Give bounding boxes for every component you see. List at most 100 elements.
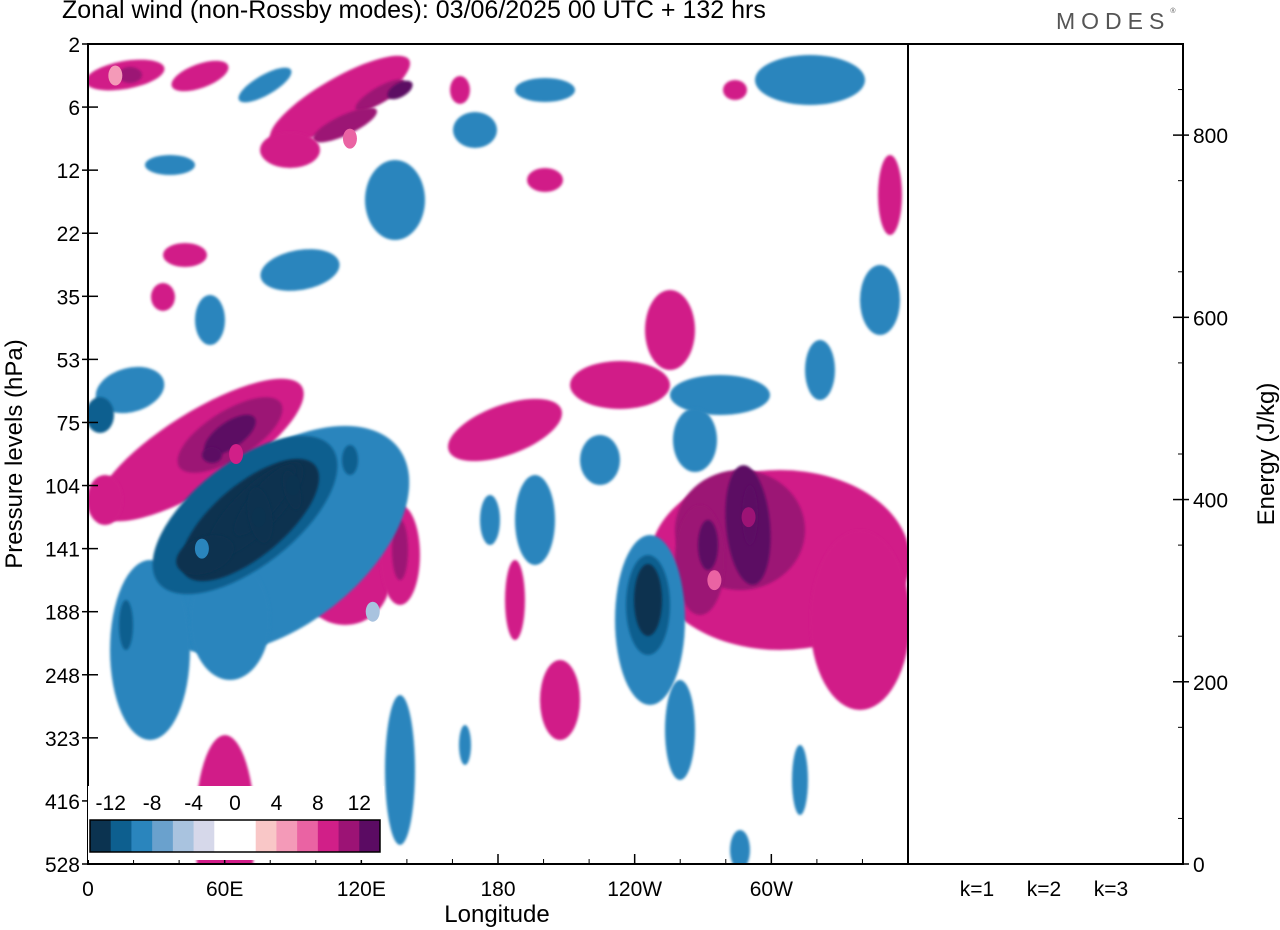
- colorbar-swatch: [317, 820, 340, 852]
- colorbar: -12 -8 -4 0 4 8 12: [88, 786, 384, 860]
- wind-anomaly-region: [95, 366, 165, 414]
- energy-tick-label: 0: [1193, 854, 1205, 877]
- x-axis-label: Longitude: [444, 901, 549, 928]
- colorbar-swatch: [359, 820, 381, 852]
- y-tick-label: 416: [45, 791, 80, 814]
- wind-anomaly-region: [365, 160, 425, 240]
- energy-bar: [1089, 863, 1133, 865]
- wind-anomaly-region: [570, 361, 670, 409]
- colorbar-swatch: [235, 820, 257, 852]
- wind-anomaly-region: [195, 295, 225, 345]
- x-tick-label: 180: [480, 878, 515, 901]
- energy-category-label: k=2: [1027, 878, 1061, 901]
- modes-logo: MODES®: [1056, 8, 1176, 34]
- energy-category-label: k=3: [1094, 878, 1128, 901]
- wind-core-marker: [707, 570, 722, 591]
- y-tick-label: 188: [45, 602, 80, 625]
- wind-core-marker: [342, 128, 357, 149]
- colorbar-label: -12: [96, 792, 126, 815]
- wind-anomaly-region: [202, 447, 222, 463]
- colorbar-label: 12: [348, 792, 371, 815]
- longitude-axis: 0 60E 120E 180 120W 60W: [82, 854, 863, 901]
- pressure-axis: 2 6 12 22 35 53 75 104 141 188 248 323 416 528: [45, 34, 98, 877]
- colorbar-swatch: [152, 820, 174, 852]
- wind-core-marker: [365, 601, 380, 622]
- wind-core-marker: [251, 507, 266, 528]
- wind-anomaly-region: [459, 725, 471, 765]
- wind-anomaly-region: [515, 475, 555, 565]
- colorbar-swatch: [193, 820, 215, 852]
- wind-anomaly-region: [171, 60, 229, 92]
- wind-anomaly-region: [88, 397, 114, 433]
- colorbar-label: 0: [229, 792, 241, 815]
- y-tick-label: 141: [45, 539, 80, 562]
- colorbar-label: -8: [143, 792, 162, 815]
- x-tick-label: 120E: [337, 878, 386, 901]
- y-axis-label: Pressure levels (hPa): [1, 339, 28, 568]
- wind-anomaly-region: [527, 168, 563, 192]
- wind-anomaly-region: [645, 290, 695, 370]
- wind-anomaly-region: [805, 340, 835, 400]
- y-tick-label: 22: [57, 223, 80, 246]
- colorbar-swatch: [214, 820, 236, 852]
- colorbar-swatch: [297, 820, 319, 852]
- wind-anomaly-region: [119, 600, 133, 650]
- wind-anomaly-region: [238, 67, 292, 103]
- x-tick-label: 60E: [206, 878, 243, 901]
- wind-anomaly-region: [392, 520, 408, 580]
- wind-anomaly-region: [505, 560, 525, 640]
- y-tick-label: 528: [45, 854, 80, 877]
- wind-anomaly-region: [260, 132, 320, 168]
- wind-anomaly-region: [792, 745, 808, 815]
- y-tick-label: 75: [57, 412, 80, 435]
- energy-panel-frame: [907, 43, 1184, 865]
- y-tick-label: 12: [57, 160, 80, 183]
- colorbar-swatch: [255, 820, 277, 852]
- wind-core-marker: [741, 507, 756, 528]
- y-tick-label: 104: [45, 476, 80, 499]
- wind-anomaly-region: [312, 107, 378, 143]
- y-tick-label: 248: [45, 665, 80, 688]
- wind-anomaly-region: [447, 398, 563, 462]
- wind-anomaly-region: [755, 55, 865, 105]
- wind-anomaly-region: [878, 155, 902, 235]
- energy-bar: [1022, 863, 1066, 865]
- y-tick-label: 2: [68, 34, 80, 57]
- wind-anomaly-region: [515, 78, 575, 102]
- colorbar-swatch: [110, 820, 132, 852]
- wind-anomaly-region: [342, 445, 358, 475]
- x-tick-label: 0: [82, 878, 94, 901]
- energy-tick-label: 800: [1193, 125, 1228, 148]
- wind-core-marker: [229, 444, 244, 464]
- colorbar-label: 8: [312, 792, 324, 815]
- y-tick-label: 323: [45, 728, 80, 751]
- wind-anomaly-region: [269, 55, 411, 145]
- y-tick-label: 35: [57, 286, 80, 309]
- wind-core-marker: [108, 65, 123, 86]
- wind-anomaly-region: [387, 80, 413, 100]
- wind-anomaly-region: [580, 435, 620, 485]
- colorbar-label: -4: [184, 792, 203, 815]
- energy-category-label: k=1: [960, 878, 994, 901]
- wind-anomaly-region: [540, 660, 580, 740]
- colorbar-label: 4: [271, 792, 283, 815]
- wind-anomaly-region: [480, 495, 500, 545]
- y-tick-label: 53: [57, 349, 80, 372]
- energy-tick-label: 600: [1193, 307, 1228, 330]
- x-tick-label: 120W: [607, 878, 662, 901]
- wind-anomaly-region: [151, 283, 175, 311]
- colorbar-frame: [89, 819, 381, 853]
- wind-anomaly-region: [670, 375, 770, 415]
- energy-bar: [955, 863, 999, 865]
- chart-title: Zonal wind (non-Rossby modes): 03/06/202…: [62, 0, 766, 24]
- wind-anomaly-region: [204, 414, 256, 456]
- wind-anomaly-region: [665, 680, 695, 780]
- y-tick-label: 6: [68, 97, 80, 120]
- energy-tick-label: 200: [1193, 672, 1228, 695]
- colorbar-swatch: [90, 820, 112, 852]
- wind-anomaly-region: [145, 155, 195, 175]
- wind-anomaly-region: [163, 243, 207, 267]
- wind-core-marker: [194, 538, 209, 559]
- wind-anomaly-region: [698, 520, 718, 570]
